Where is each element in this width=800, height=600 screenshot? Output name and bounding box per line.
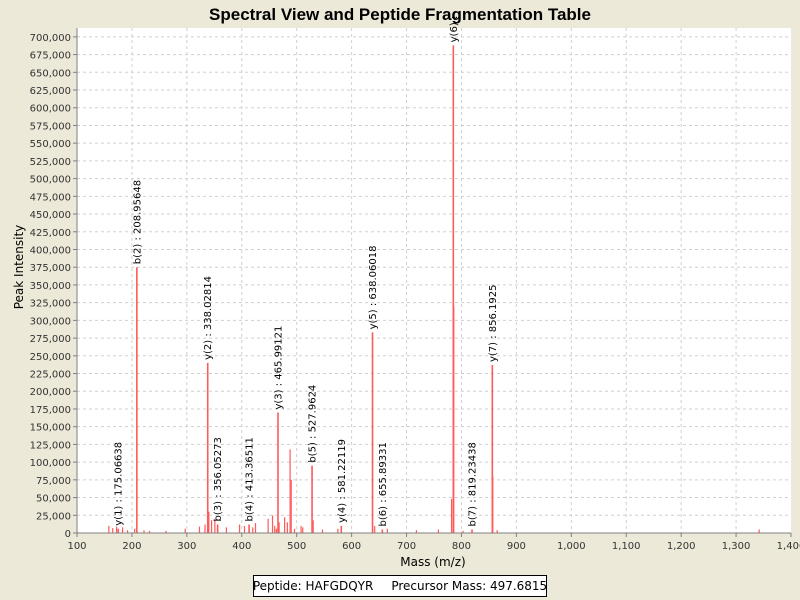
peak-label: y(7) : 856.1925 [488, 284, 499, 362]
x-tick-label: 1,300 [722, 541, 751, 552]
y-tick-label: 50,000 [36, 494, 71, 505]
axes: 0 25,000 50,000 75,000 100,000 125,000 150,000… [30, 28, 800, 552]
y-tick-label: 350,000 [30, 281, 71, 292]
y-tick-label: 325,000 [30, 299, 71, 310]
y-tick-label: 375,000 [30, 263, 71, 274]
peptide-label: Peptide: HAFGDQYR [252, 579, 374, 593]
peak-label: y(5) : 638.06018 [368, 246, 379, 330]
x-tick-label: 200 [122, 541, 141, 552]
peak-label: y(2) : 338.02814 [203, 276, 214, 360]
y-tick-label: 400,000 [30, 245, 71, 256]
y-tick-label: 550,000 [30, 139, 71, 150]
y-tick-label: 475,000 [30, 192, 71, 203]
peak-label: b(4) : 413.36511 [245, 437, 256, 521]
peaks-layer [108, 45, 760, 533]
x-tick-label: 600 [342, 541, 361, 552]
peak-label: y(4) : 581.22119 [337, 439, 348, 523]
y-tick-label: 600,000 [30, 104, 71, 115]
y-tick-label: 100,000 [30, 458, 71, 469]
x-tick-label: 900 [507, 541, 526, 552]
x-tick-label: 1,000 [557, 541, 586, 552]
y-tick-label: 675,000 [30, 51, 71, 62]
y-tick-label: 125,000 [30, 440, 71, 451]
peptide-info-box: Peptide: HAFGDQYR Precursor Mass: 497.68… [253, 575, 547, 597]
x-tick-label: 500 [287, 541, 306, 552]
y-tick-label: 575,000 [30, 121, 71, 132]
y-tick-label: 300,000 [30, 316, 71, 327]
peak-label: b(5) : 527.9624 [308, 385, 319, 463]
peak-label: b(2) : 208.95648 [132, 180, 143, 264]
y-tick-label: 425,000 [30, 228, 71, 239]
y-tick-label: 450,000 [30, 210, 71, 221]
y-tick-label: 250,000 [30, 352, 71, 363]
x-tick-label: 1,100 [612, 541, 641, 552]
x-tick-label: 1,200 [667, 541, 696, 552]
y-tick-label: 0 [65, 529, 71, 540]
x-tick-label: 700 [397, 541, 416, 552]
y-tick-label: 25,000 [36, 511, 71, 522]
y-tick-label: 75,000 [36, 476, 71, 487]
peak-labels-layer: y(1) : 175.06638 b(2) : 208.95648 y(2) : 3… [114, 16, 499, 527]
plot-area [77, 28, 791, 533]
x-axis-label: Mass (m/z) [400, 555, 465, 569]
y-tick-label: 225,000 [30, 370, 71, 381]
x-tick-label: 300 [177, 541, 196, 552]
y-tick-label: 200,000 [30, 387, 71, 398]
x-tick-label: 400 [232, 541, 251, 552]
y-tick-label: 625,000 [30, 86, 71, 97]
peak-label: y(6) : [449, 16, 460, 43]
grid-lines [77, 28, 791, 533]
y-tick-label: 275,000 [30, 334, 71, 345]
y-tick-label: 700,000 [30, 33, 71, 44]
y-tick-label: 500,000 [30, 175, 71, 186]
y-axis-label: Peak Intensity [12, 225, 26, 310]
y-tick-label: 175,000 [30, 405, 71, 416]
y-tick-label: 150,000 [30, 423, 71, 434]
y-tick-label: 525,000 [30, 157, 71, 168]
chart-title: Spectral View and Peptide Fragmentation … [209, 5, 591, 24]
peak-label: b(3) : 356.05273 [213, 437, 224, 521]
peak-label: b(7) : 819.23438 [468, 442, 479, 526]
peak-label: b(6) : 655.89331 [378, 442, 389, 526]
x-tick-label: 100 [67, 541, 86, 552]
precursor-mass-label: Precursor Mass: 497.6815 [391, 579, 548, 593]
peak-label: y(3) : 465.99121 [274, 326, 285, 410]
x-tick-label: 800 [452, 541, 471, 552]
peak-label: y(1) : 175.06638 [114, 442, 125, 526]
x-tick-label: 1,400 [777, 541, 800, 552]
y-tick-label: 650,000 [30, 68, 71, 79]
